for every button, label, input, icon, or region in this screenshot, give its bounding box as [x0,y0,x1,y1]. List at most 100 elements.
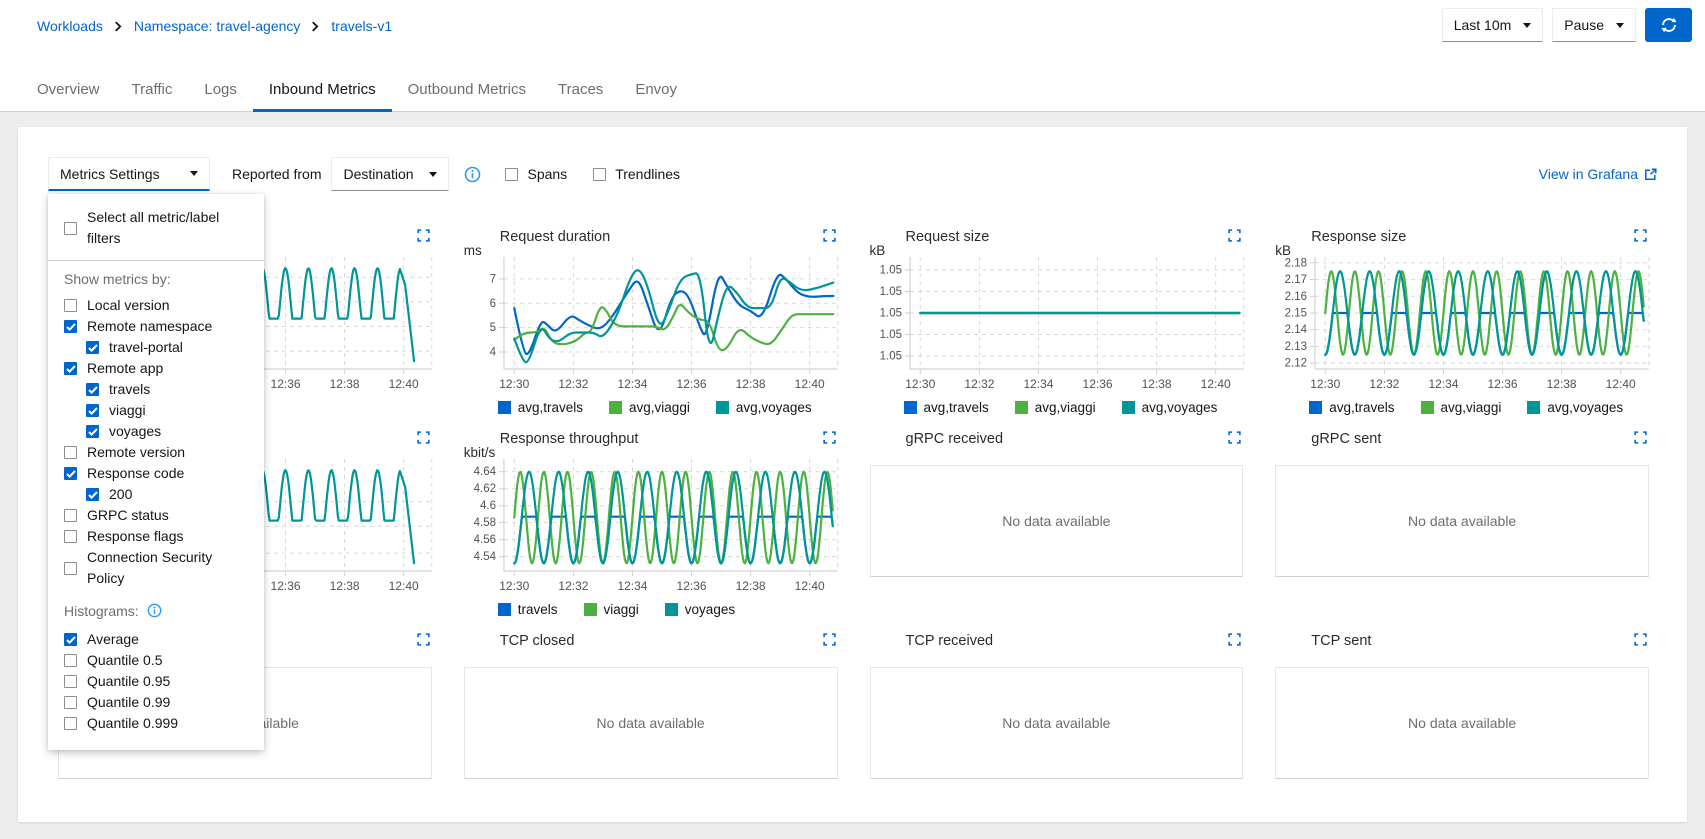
chart-header: TCP received [860,631,1252,651]
legend-item[interactable]: avg,travels [498,400,583,415]
histogram-average[interactable]: Average [64,629,248,650]
trendlines-checkbox[interactable]: Trendlines [593,166,680,182]
legend-label: viaggi [604,602,639,617]
expand-chart-icon[interactable] [1634,431,1647,444]
expand-chart-icon[interactable] [1228,229,1241,242]
filter-connection-security-policy-box[interactable] [64,562,77,575]
reported-from-select[interactable]: Destination [331,157,449,191]
expand-chart-icon[interactable] [1228,431,1241,444]
filter-viaggi-box[interactable] [86,404,99,417]
legend-item[interactable]: avg,viaggi [609,400,690,415]
expand-chart-icon[interactable] [823,229,836,242]
legend-item[interactable]: travels [498,602,558,617]
refresh-interval-select[interactable]: Pause [1552,8,1636,42]
svg-text:12:40: 12:40 [389,377,419,391]
legend-item[interactable]: avg,voyages [1122,400,1218,415]
svg-text:4.6: 4.6 [480,500,496,512]
metrics-settings-dropdown[interactable]: Metrics Settings [48,157,210,191]
tab-overview[interactable]: Overview [21,70,116,111]
filter-travels[interactable]: travels [86,379,248,400]
filter-travels-box[interactable] [86,383,99,396]
filter-remote-app[interactable]: Remote app [64,358,248,379]
chart-header: TCP closed [454,631,846,651]
histogram-average-box[interactable] [64,633,77,646]
filter-grpc-status-box[interactable] [64,509,77,522]
filter-remote-version[interactable]: Remote version [64,442,248,463]
legend-item[interactable]: avg,voyages [716,400,812,415]
filter-200[interactable]: 200 [86,484,248,505]
filter-local-version-box[interactable] [64,299,77,312]
expand-chart-icon[interactable] [417,633,430,646]
filter-response-flags[interactable]: Response flags [64,526,248,547]
chart-title: TCP closed [500,633,575,649]
svg-text:12:32: 12:32 [964,377,994,391]
histogram-quantile-0-5-box[interactable] [64,654,77,667]
histogram-quantile-0-95-box[interactable] [64,675,77,688]
filter-connection-security-policy[interactable]: Connection Security Policy [64,547,248,589]
filter-remote-namespace[interactable]: Remote namespace [64,316,248,337]
filter-grpc-status[interactable]: GRPC status [64,505,248,526]
histogram-quantile-0-95[interactable]: Quantile 0.95 [64,671,248,692]
filter-remote-version-box[interactable] [64,446,77,459]
select-all-filters-checkbox-box[interactable] [64,222,77,235]
histogram-quantile-0-999[interactable]: Quantile 0.999 [64,713,248,734]
tab-traffic[interactable]: Traffic [116,70,189,111]
spans-checkbox-box[interactable] [505,168,518,181]
select-all-filters-checkbox[interactable]: Select all metric/label filters [64,207,248,249]
expand-chart-icon[interactable] [823,633,836,646]
legend-item[interactable]: voyages [665,602,735,617]
grafana-link[interactable]: View in Grafana [1539,166,1657,182]
legend-item[interactable]: avg,voyages [1527,400,1623,415]
no-data-label: No data available [597,715,705,731]
svg-text:12:36: 12:36 [1488,377,1518,391]
filter-response-code-box[interactable] [64,467,77,480]
breadcrumb-link[interactable]: Workloads [37,18,103,34]
expand-chart-icon[interactable] [417,229,430,242]
expand-chart-icon[interactable] [823,431,836,444]
spans-checkbox[interactable]: Spans [505,166,567,182]
filter-200-box[interactable] [86,488,99,501]
tab-envoy[interactable]: Envoy [619,70,693,111]
legend-item[interactable]: avg,travels [1309,400,1394,415]
tab-logs[interactable]: Logs [188,70,253,111]
filter-voyages-box[interactable] [86,425,99,438]
sync-icon [1661,17,1677,33]
filter-remote-namespace-box[interactable] [64,320,77,333]
legend-item[interactable]: avg,travels [904,400,989,415]
legend-item[interactable]: avg,viaggi [1421,400,1502,415]
legend-item[interactable]: viaggi [584,602,639,617]
tab-outbound-metrics[interactable]: Outbound Metrics [392,70,542,111]
refresh-button[interactable] [1645,8,1692,42]
filter-travel-portal-box[interactable] [86,341,99,354]
expand-chart-icon[interactable] [1634,633,1647,646]
chart-unit-label: ms [464,243,482,258]
histogram-quantile-0-99[interactable]: Quantile 0.99 [64,692,248,713]
filter-viaggi[interactable]: viaggi [86,400,248,421]
svg-text:4.54: 4.54 [473,551,496,563]
histogram-quantile-0-999-box[interactable] [64,717,77,730]
filter-response-code[interactable]: Response code [64,463,248,484]
filter-travel-portal[interactable]: travel-portal [86,337,248,358]
expand-chart-icon[interactable] [1228,633,1241,646]
breadcrumb-link[interactable]: Namespace: travel-agency [134,18,301,34]
svg-text:4.64: 4.64 [473,466,496,478]
filter-response-flags-box[interactable] [64,530,77,543]
tab-traces[interactable]: Traces [542,70,619,111]
chart-header: gRPC sent [1265,429,1657,449]
filter-remote-app-box[interactable] [64,362,77,375]
histograms-info-icon[interactable] [147,603,162,619]
breadcrumb-link[interactable]: travels-v1 [331,18,392,34]
reporter-info-icon[interactable] [464,166,481,183]
histogram-quantile-0-99-box[interactable] [64,696,77,709]
trendlines-checkbox-box[interactable] [593,168,606,181]
tab-inbound-metrics[interactable]: Inbound Metrics [253,70,392,111]
histogram-quantile-0-5[interactable]: Quantile 0.5 [64,650,248,671]
expand-chart-icon[interactable] [417,431,430,444]
duration-select-value: Last 10m [1454,17,1512,33]
duration-select[interactable]: Last 10m [1442,8,1544,42]
filter-voyages[interactable]: voyages [86,421,248,442]
filter-local-version[interactable]: Local version [64,295,248,316]
expand-chart-icon[interactable] [1634,229,1647,242]
legend-item[interactable]: avg,viaggi [1015,400,1096,415]
svg-text:12:40: 12:40 [794,377,824,391]
